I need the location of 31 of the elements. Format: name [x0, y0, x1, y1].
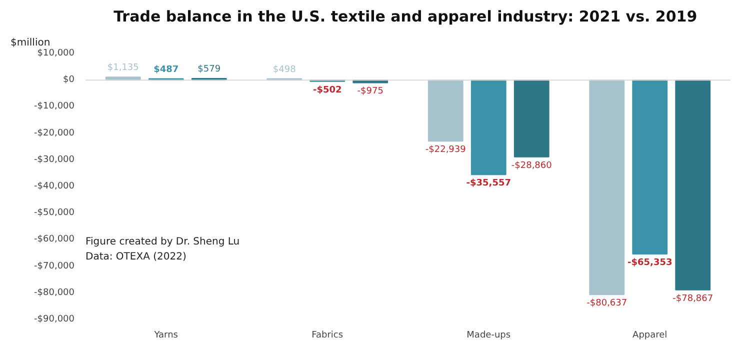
y-tick-label: -$20,000 — [34, 128, 75, 138]
x-tick-label: Fabrics — [312, 330, 344, 340]
y-tick-label: -$60,000 — [34, 234, 75, 245]
data-label: -$80,637 — [586, 298, 628, 309]
x-tick-label: Apparel — [632, 330, 668, 340]
annotation: Data: OTEXA (2022) — [86, 252, 186, 262]
annotation: Figure created by Dr. Sheng Lu — [86, 236, 240, 248]
y-tick-label: $0 — [63, 75, 75, 86]
y-tick-label: -$90,000 — [34, 314, 75, 324]
y-axis-title: $million — [10, 38, 50, 48]
data-label: -$65,353 — [628, 258, 672, 268]
data-label: $487 — [154, 64, 179, 75]
data-label: $579 — [198, 64, 221, 75]
y-tick-label: -$70,000 — [34, 261, 75, 272]
y-tick-label: -$40,000 — [34, 182, 75, 192]
data-label: $498 — [272, 64, 296, 75]
data-label: -$975 — [357, 86, 384, 97]
data-label: $1,135 — [107, 63, 139, 74]
data-label: -$22,939 — [425, 145, 466, 156]
data-label: -$28,860 — [511, 160, 552, 171]
y-tick-label: $10,000 — [37, 48, 75, 58]
data-label: -$35,557 — [466, 178, 511, 189]
y-tick-label: -$30,000 — [34, 154, 75, 165]
x-tick-label: Made-ups — [466, 330, 511, 340]
x-tick-label: Yarns — [153, 330, 178, 340]
chart-title: Trade balance in the U.S. textile and apparel industry: 2021 vs. 2019 — [114, 8, 698, 26]
y-tick-label: -$50,000 — [34, 208, 75, 218]
y-tick-label: -$80,000 — [34, 288, 75, 298]
y-tick-label: -$10,000 — [34, 102, 75, 112]
data-label: -$78,867 — [672, 294, 714, 304]
data-label: -$502 — [312, 85, 342, 96]
